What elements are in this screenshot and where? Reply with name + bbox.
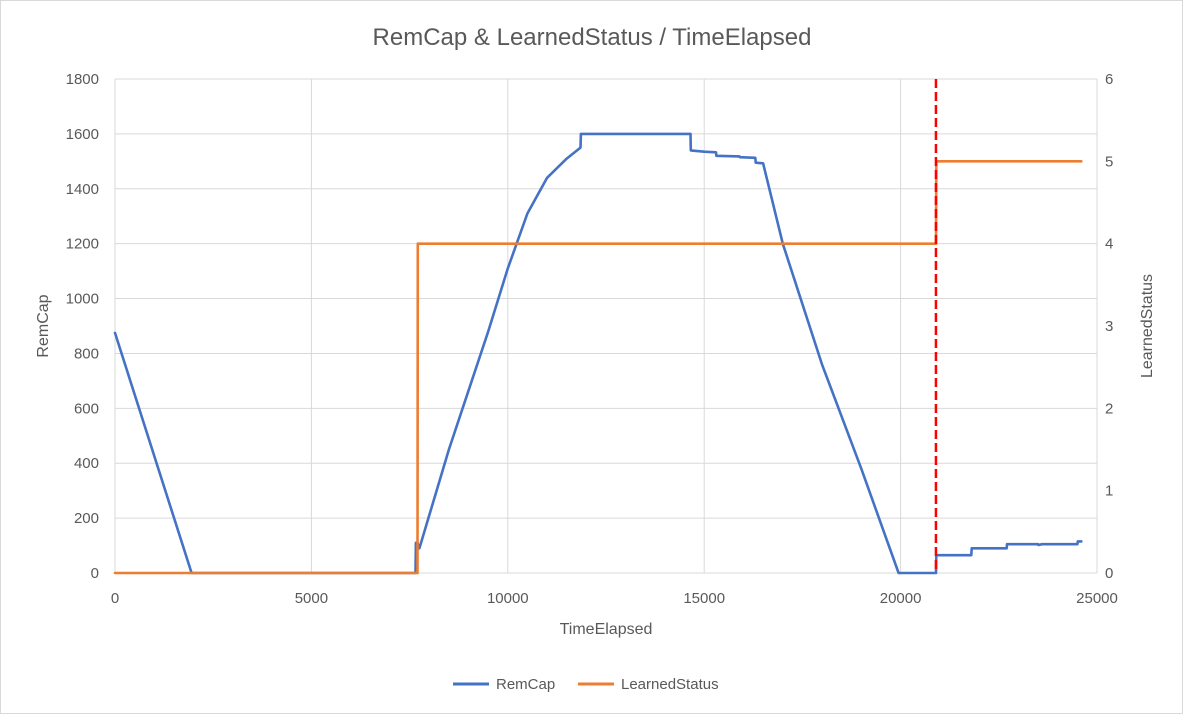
- legend: RemCap LearnedStatus: [453, 676, 719, 693]
- legend-item-remcap: RemCap: [453, 676, 555, 693]
- y-tick-label: 1600: [66, 126, 99, 143]
- y-tick-label: 1200: [66, 236, 99, 253]
- x-tick-label: 5000: [295, 590, 328, 607]
- y-tick-label: 800: [74, 345, 99, 362]
- y2-tick-label: 6: [1105, 71, 1113, 88]
- legend-label: RemCap: [496, 676, 555, 693]
- y2-tick-label: 5: [1105, 153, 1113, 170]
- y2-tick-label: 2: [1105, 400, 1113, 417]
- x-tick-label: 25000: [1076, 590, 1118, 607]
- series-layer: [113, 132, 1083, 575]
- y2-axis-title: LearnedStatus: [1139, 274, 1156, 378]
- series-line-learnedstatus: [113, 160, 1083, 575]
- y2-tick-label: 1: [1105, 483, 1113, 500]
- legend-item-learnedstatus: LearnedStatus: [578, 676, 719, 693]
- y-tick-label: 400: [74, 455, 99, 472]
- y2-tick-label: 4: [1105, 236, 1113, 253]
- legend-label: LearnedStatus: [621, 676, 719, 693]
- y-tick-label: 1800: [66, 71, 99, 88]
- x-axis-title: TimeElapsed: [560, 621, 653, 638]
- y-tick-label: 1000: [66, 291, 99, 308]
- grid-layer: [114, 78, 1098, 574]
- series-line-remcap: [113, 132, 1083, 575]
- x-tick-label: 10000: [487, 590, 529, 607]
- x-tick-label: 0: [111, 590, 119, 607]
- x-tick-label: 20000: [880, 590, 922, 607]
- y-tick-label: 0: [91, 565, 99, 582]
- y2-tick-label: 0: [1105, 565, 1113, 582]
- y-tick-label: 600: [74, 400, 99, 417]
- y-axis-title: RemCap: [35, 294, 52, 357]
- x-tick-label: 15000: [683, 590, 725, 607]
- y-tick-label: 1400: [66, 181, 99, 198]
- chart-title: RemCap & LearnedStatus / TimeElapsed: [373, 24, 812, 51]
- y2-tick-label: 3: [1105, 318, 1113, 335]
- y-tick-label: 200: [74, 510, 99, 527]
